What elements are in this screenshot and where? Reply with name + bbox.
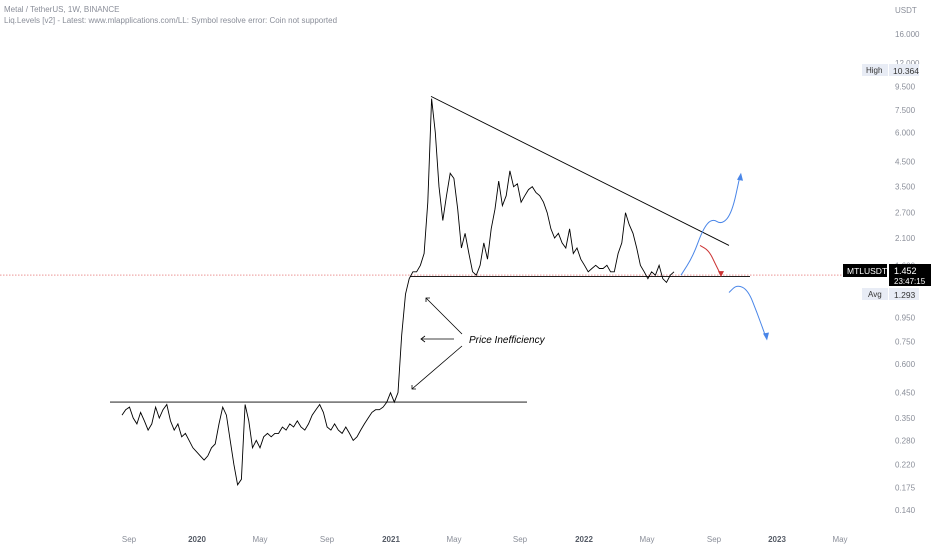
current-price-value: 1.452	[894, 266, 917, 276]
y-tick-label: 4.500	[895, 157, 916, 166]
y-tick-label: 0.950	[895, 314, 916, 323]
bearish-projection-red	[699, 244, 722, 276]
x-tick-label: May	[252, 535, 267, 544]
bullish-projection	[680, 175, 741, 276]
y-tick-label: 0.220	[895, 461, 916, 470]
x-tick-label: Sep	[320, 535, 335, 544]
symbol-label: MTLUSDT	[847, 266, 887, 276]
x-tick-label: May	[832, 535, 847, 544]
high-value: 10.364	[893, 66, 919, 76]
y-tick-label: 6.000	[895, 129, 916, 138]
y-tick-label: 0.350	[895, 414, 916, 423]
y-tick-label: 3.500	[895, 183, 916, 192]
y-tick-label: 0.600	[895, 360, 916, 369]
x-tick-label: May	[446, 535, 461, 544]
chart-header: Metal / TetherUS, 1W, BINANCE Liq.Levels…	[4, 4, 337, 26]
x-axis: Sep 2020 May Sep 2021 May Sep 2022 May Sep 2023 May	[122, 535, 848, 544]
avg-value: 1.293	[894, 290, 916, 300]
x-tick-label: Sep	[122, 535, 137, 544]
x-tick-label: 2020	[188, 535, 206, 544]
y-tick-label: 9.500	[895, 82, 916, 91]
projection-red-arrowhead	[718, 271, 724, 278]
avg-marker: Avg 1.293	[862, 288, 919, 300]
y-tick-label: 0.140	[895, 506, 916, 515]
x-tick-label: May	[639, 535, 654, 544]
x-tick-label: Sep	[707, 535, 722, 544]
y-tick-label: 2.100	[895, 234, 916, 243]
countdown-timer: 23:47:15	[894, 277, 926, 286]
annotation-label: Price Inefficiency	[469, 335, 546, 346]
y-tick-label: 0.175	[895, 484, 916, 493]
projection-down-arrowhead	[763, 332, 769, 341]
symbol-title: Metal / TetherUS, 1W, BINANCE	[4, 5, 120, 14]
y-tick-label: 0.750	[895, 337, 916, 346]
y-axis-currency: USDT	[895, 6, 917, 15]
projection-up-arrowhead	[737, 172, 743, 181]
x-tick-label: 2022	[575, 535, 593, 544]
annotation-arrows	[411, 297, 463, 390]
descending-trendline[interactable]	[430, 95, 730, 246]
y-tick-label: 16.000	[895, 30, 920, 39]
high-label: High	[866, 66, 882, 75]
high-marker: High 10.364	[862, 64, 919, 76]
x-tick-label: Sep	[513, 535, 528, 544]
x-tick-label: 2021	[382, 535, 400, 544]
current-price-marker: MTLUSDT 1.452 23:47:15	[843, 264, 931, 286]
y-tick-label: 12.000	[895, 59, 920, 68]
y-tick-label: 2.700	[895, 209, 916, 218]
y-tick-label: 7.500	[895, 106, 916, 115]
indicator-status: Liq.Levels [v2] - Latest: www.mlapplicat…	[4, 16, 338, 25]
avg-label: Avg	[868, 290, 882, 299]
x-tick-label: 2023	[768, 535, 786, 544]
bearish-projection-blue	[728, 285, 767, 338]
y-tick-label: 0.450	[895, 389, 916, 398]
y-tick-label: 0.280	[895, 436, 916, 445]
price-line	[121, 98, 675, 486]
